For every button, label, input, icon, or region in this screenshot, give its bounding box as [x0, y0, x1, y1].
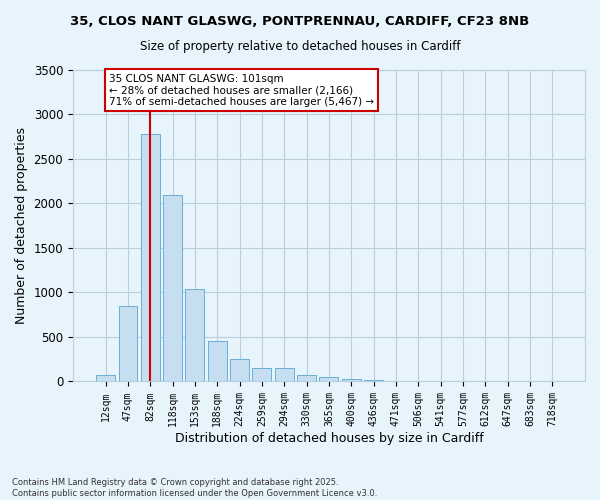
Bar [163, 194, 182, 382]
Bar [275, 368, 294, 382]
Bar [297, 375, 316, 382]
Bar [364, 380, 383, 382]
Y-axis label: Number of detached properties: Number of detached properties [15, 127, 28, 324]
Text: Contains HM Land Registry data © Crown copyright and database right 2025.
Contai: Contains HM Land Registry data © Crown c… [12, 478, 377, 498]
Bar [208, 340, 227, 382]
Bar [141, 134, 160, 382]
Text: 35 CLOS NANT GLASWG: 101sqm
← 28% of detached houses are smaller (2,166)
71% of : 35 CLOS NANT GLASWG: 101sqm ← 28% of det… [109, 74, 374, 107]
Bar [319, 377, 338, 382]
Text: 35, CLOS NANT GLASWG, PONTPRENNAU, CARDIFF, CF23 8NB: 35, CLOS NANT GLASWG, PONTPRENNAU, CARDI… [70, 15, 530, 28]
Bar [253, 368, 271, 382]
Text: Size of property relative to detached houses in Cardiff: Size of property relative to detached ho… [140, 40, 460, 53]
Bar [386, 380, 406, 382]
Bar [230, 359, 249, 382]
Bar [185, 289, 205, 382]
Bar [119, 306, 137, 382]
Bar [96, 375, 115, 382]
Bar [342, 379, 361, 382]
X-axis label: Distribution of detached houses by size in Cardiff: Distribution of detached houses by size … [175, 432, 484, 445]
